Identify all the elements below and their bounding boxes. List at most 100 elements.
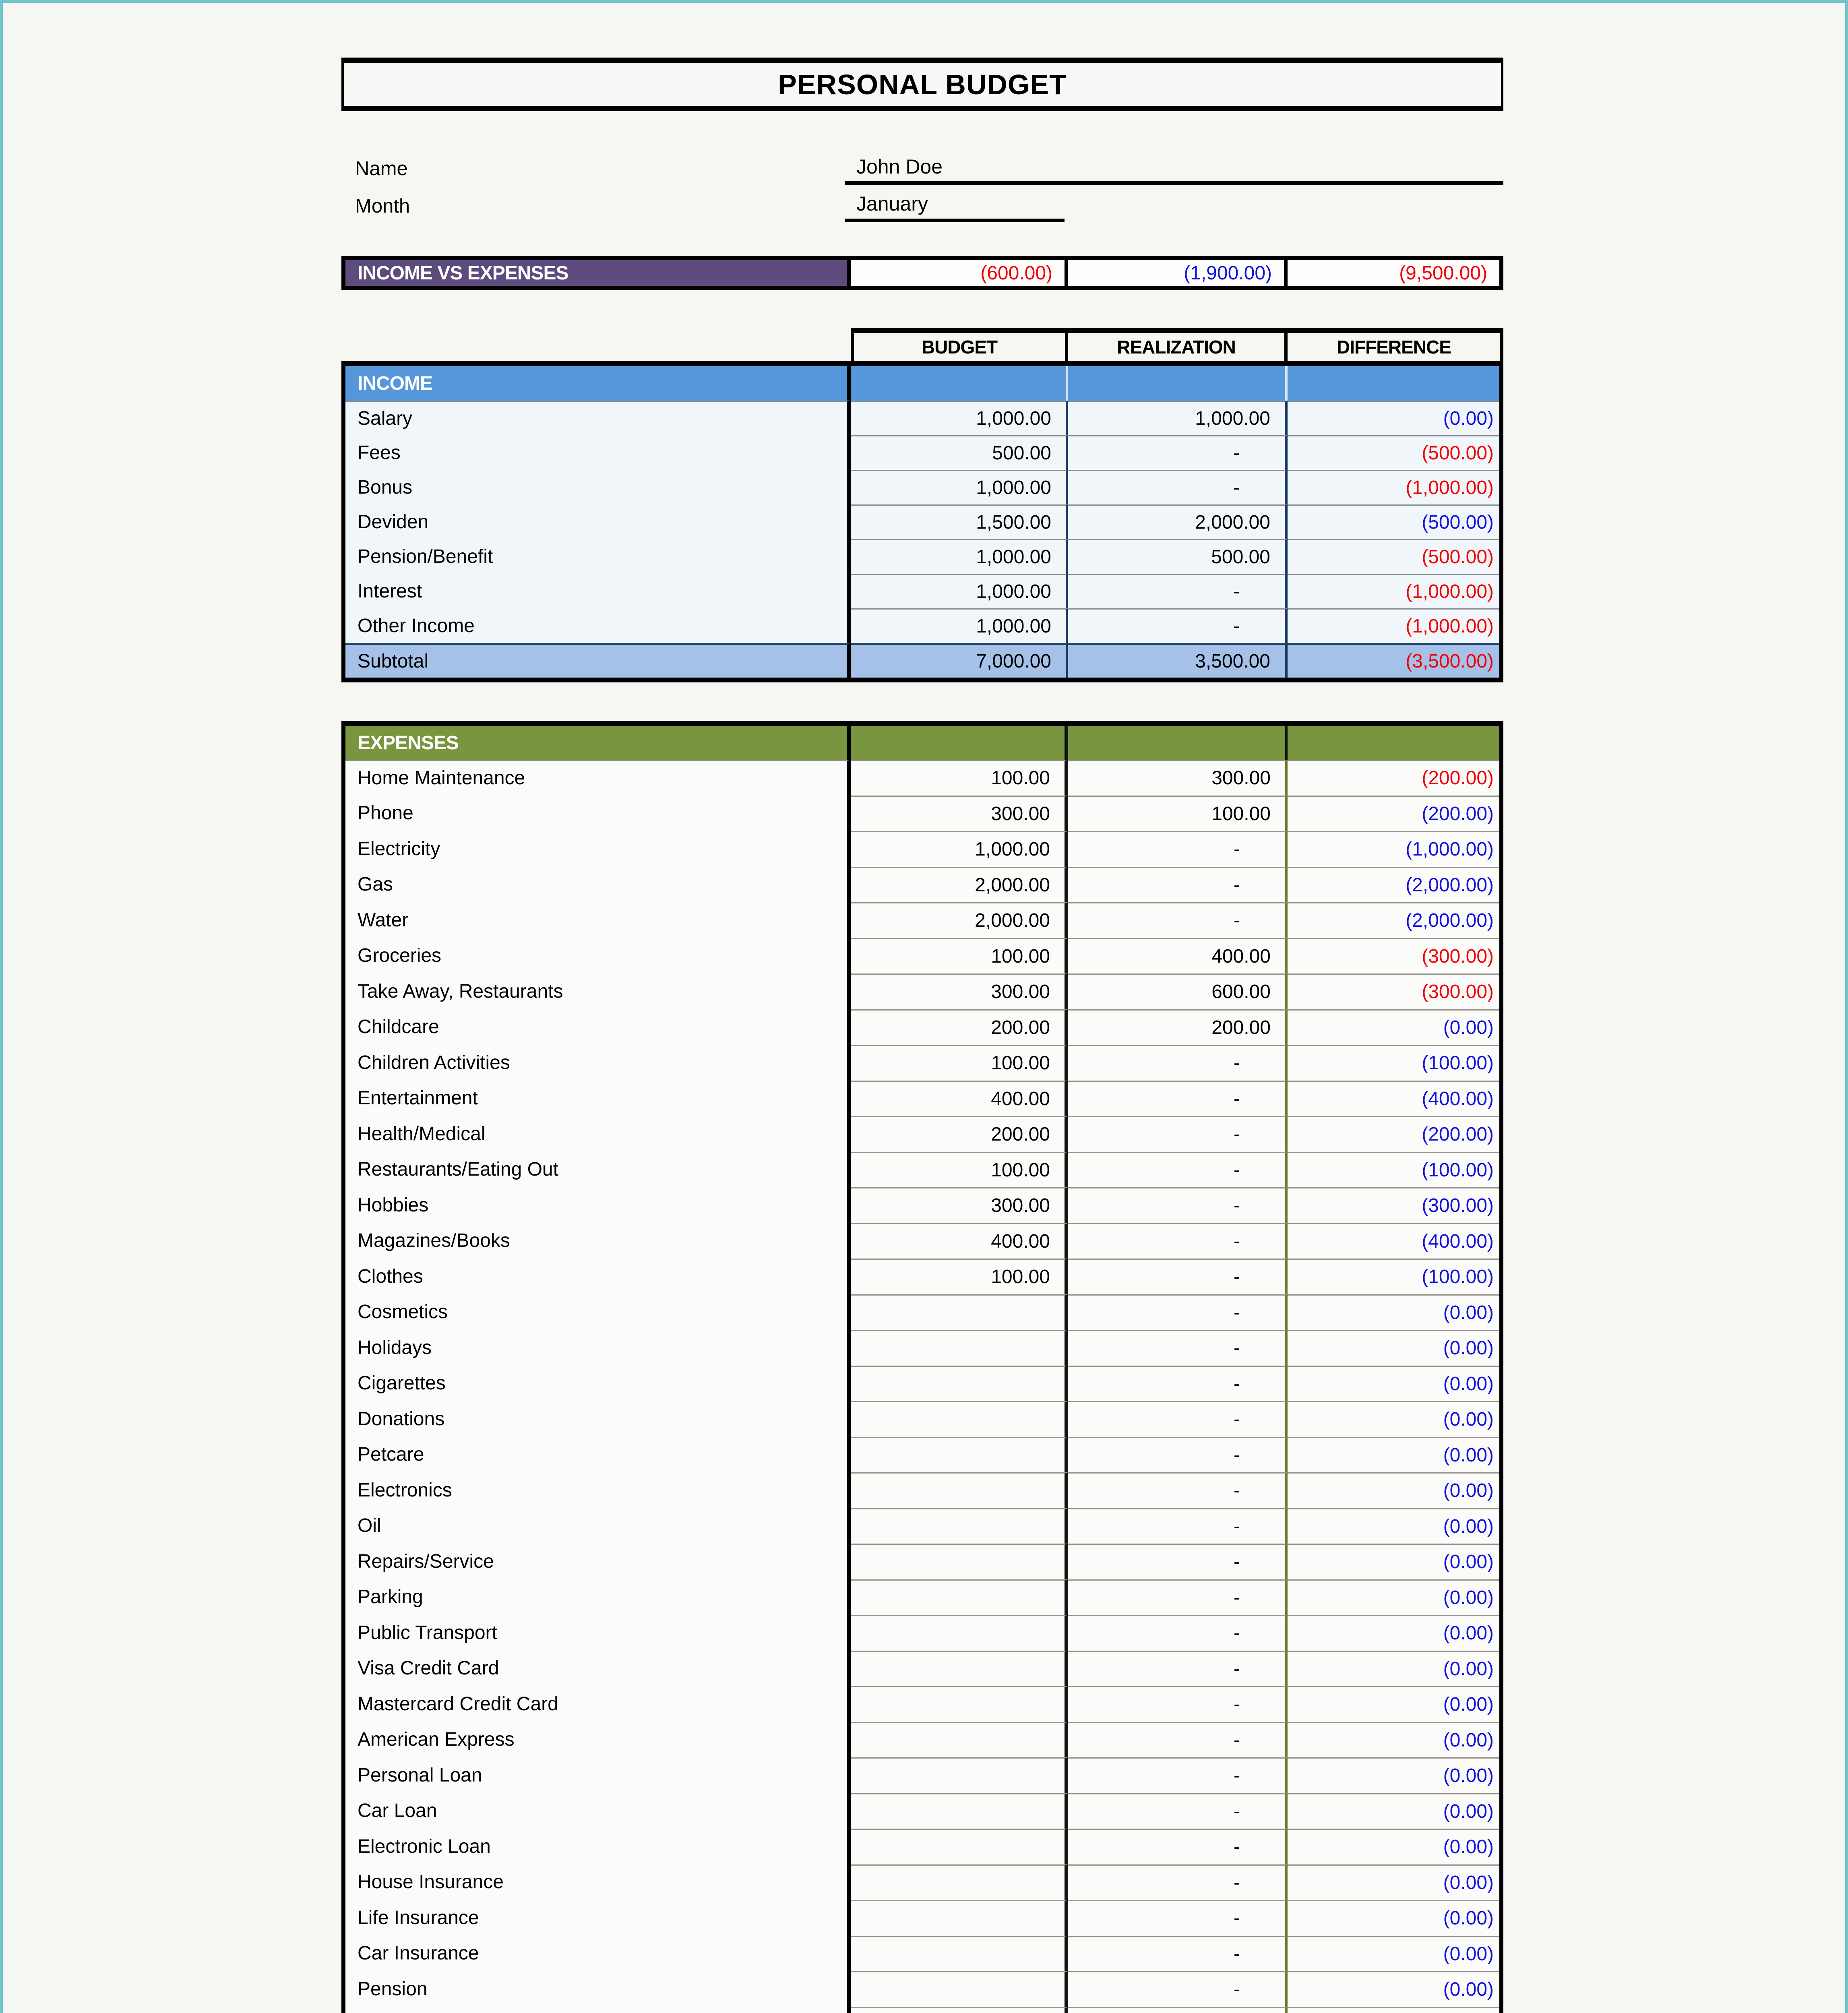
difference-cell: (0.00) <box>1288 1436 1499 1472</box>
budget-cell <box>851 1971 1068 2007</box>
row-label: Visa Credit Card <box>345 1650 851 1686</box>
row-label: Entertainment <box>345 1080 851 1116</box>
realization-cell: - <box>1068 1223 1288 1259</box>
difference-cell: (0.00) <box>1288 2007 1499 2013</box>
title-box: PERSONAL BUDGET <box>341 58 1503 111</box>
expenses-table: EXPENSES Home Maintenance 100.00 300.00 (200… <box>341 721 1503 2013</box>
row-label: Deviden <box>345 504 851 539</box>
realization-cell: - <box>1068 1615 1288 1651</box>
difference-cell: (200.00) <box>1288 1116 1499 1152</box>
difference-cell: (1,000.00) <box>1288 470 1499 504</box>
difference-cell: (0.00) <box>1288 1793 1499 1829</box>
budget-cell <box>851 1330 1068 1366</box>
budget-cell <box>851 1436 1068 1472</box>
difference-cell: (0.00) <box>1288 1544 1499 1579</box>
budget-cell <box>851 1793 1068 1829</box>
budget-cell <box>851 1757 1068 1793</box>
realization-cell: - <box>1068 1864 1288 1900</box>
budget-cell <box>851 1829 1068 1864</box>
row-label: Childcare <box>345 1009 851 1045</box>
name-label: Name <box>355 158 408 180</box>
column-header-realization: REALIZATION <box>1068 333 1288 361</box>
realization-cell: 400.00 <box>1068 938 1288 973</box>
row-label: Petcare <box>345 1436 851 1472</box>
page-title: PERSONAL BUDGET <box>778 68 1067 100</box>
row-label: Car Loan <box>345 1793 851 1829</box>
difference-cell: (0.00) <box>1288 1757 1499 1793</box>
row-label: Interest <box>345 574 851 608</box>
budget-cell: 100.00 <box>851 760 1068 796</box>
difference-cell: (0.00) <box>1288 401 1499 435</box>
name-field[interactable]: John Doe <box>856 155 943 178</box>
row-label: Electricity <box>345 831 851 867</box>
difference-cell: (0.00) <box>1288 1009 1499 1045</box>
income-vs-expenses-bar: INCOME VS EXPENSES (600.00) (1,900.00) (9,… <box>341 256 1503 290</box>
realization-cell: 2,000.00 <box>1068 504 1288 539</box>
realization-cell: - <box>1068 1187 1288 1223</box>
budget-cell: 1,000.00 <box>851 608 1068 643</box>
budget-cell <box>851 1365 1068 1401</box>
subtotal-difference-cell: (3,500.00) <box>1288 643 1499 678</box>
difference-cell: (0.00) <box>1288 1829 1499 1864</box>
difference-cell: (1,000.00) <box>1288 831 1499 867</box>
row-label: Hobbies <box>345 1187 851 1223</box>
difference-cell: (0.00) <box>1288 1365 1499 1401</box>
row-label: Health Insurance <box>345 2007 851 2013</box>
budget-cell <box>851 1686 1068 1722</box>
budget-cell: 400.00 <box>851 1080 1068 1116</box>
difference-cell: (400.00) <box>1288 1080 1499 1116</box>
budget-cell <box>851 1579 1068 1615</box>
realization-cell: - <box>1068 1436 1288 1472</box>
section-header-realization-cell <box>1068 366 1288 401</box>
budget-cell: 100.00 <box>851 1045 1068 1081</box>
row-label: American Express <box>345 1722 851 1757</box>
row-label: Health/Medical <box>345 1116 851 1152</box>
difference-cell: (300.00) <box>1288 938 1499 973</box>
realization-cell: - <box>1068 1080 1288 1116</box>
budget-cell: 100.00 <box>851 1151 1068 1187</box>
income-table: INCOME Salary 1,000.00 1,000.00 (0.00) Fees 50… <box>341 361 1503 682</box>
difference-cell: (0.00) <box>1288 1508 1499 1544</box>
budget-cell: 1,000.00 <box>851 831 1068 867</box>
row-label: Oil <box>345 1508 851 1544</box>
budget-cell <box>851 2007 1068 2013</box>
difference-cell: (300.00) <box>1288 973 1499 1009</box>
section-header-label: EXPENSES <box>345 726 851 760</box>
realization-cell: - <box>1068 1151 1288 1187</box>
section-header-difference-cell <box>1288 726 1499 760</box>
realization-cell: - <box>1068 866 1288 902</box>
row-label: Holidays <box>345 1330 851 1366</box>
month-field[interactable]: January <box>856 192 928 215</box>
difference-cell: (0.00) <box>1288 1900 1499 1936</box>
row-label: Pension <box>345 1971 851 2007</box>
difference-cell: (100.00) <box>1288 1045 1499 1081</box>
row-label: Groceries <box>345 938 851 973</box>
budget-cell: 1,000.00 <box>851 401 1068 435</box>
month-label: Month <box>355 195 410 217</box>
realization-cell: - <box>1068 574 1288 608</box>
budget-cell <box>851 1401 1068 1437</box>
difference-cell: (2,000.00) <box>1288 866 1499 902</box>
row-label: Public Transport <box>345 1615 851 1651</box>
realization-cell: - <box>1068 1650 1288 1686</box>
row-label: Restaurants/Eating Out <box>345 1151 851 1187</box>
difference-cell: (0.00) <box>1288 1294 1499 1330</box>
difference-cell: (0.00) <box>1288 1472 1499 1508</box>
realization-cell: - <box>1068 1259 1288 1294</box>
difference-cell: (100.00) <box>1288 1151 1499 1187</box>
row-label: Salary <box>345 401 851 435</box>
summary-value: (1,900.00) <box>1068 260 1288 286</box>
summary-value: (9,500.00) <box>1288 260 1499 286</box>
difference-cell: (2,000.00) <box>1288 902 1499 938</box>
subtotal-budget-cell: 7,000.00 <box>851 643 1068 678</box>
row-label: Personal Loan <box>345 1757 851 1793</box>
budget-cell: 400.00 <box>851 1223 1068 1259</box>
budget-cell <box>851 1615 1068 1651</box>
realization-cell: - <box>1068 1793 1288 1829</box>
difference-cell: (1,000.00) <box>1288 574 1499 608</box>
name-underline <box>845 181 1503 185</box>
month-underline <box>845 219 1065 222</box>
difference-cell: (0.00) <box>1288 1615 1499 1651</box>
realization-cell: - <box>1068 831 1288 867</box>
realization-cell: - <box>1068 2007 1288 2013</box>
